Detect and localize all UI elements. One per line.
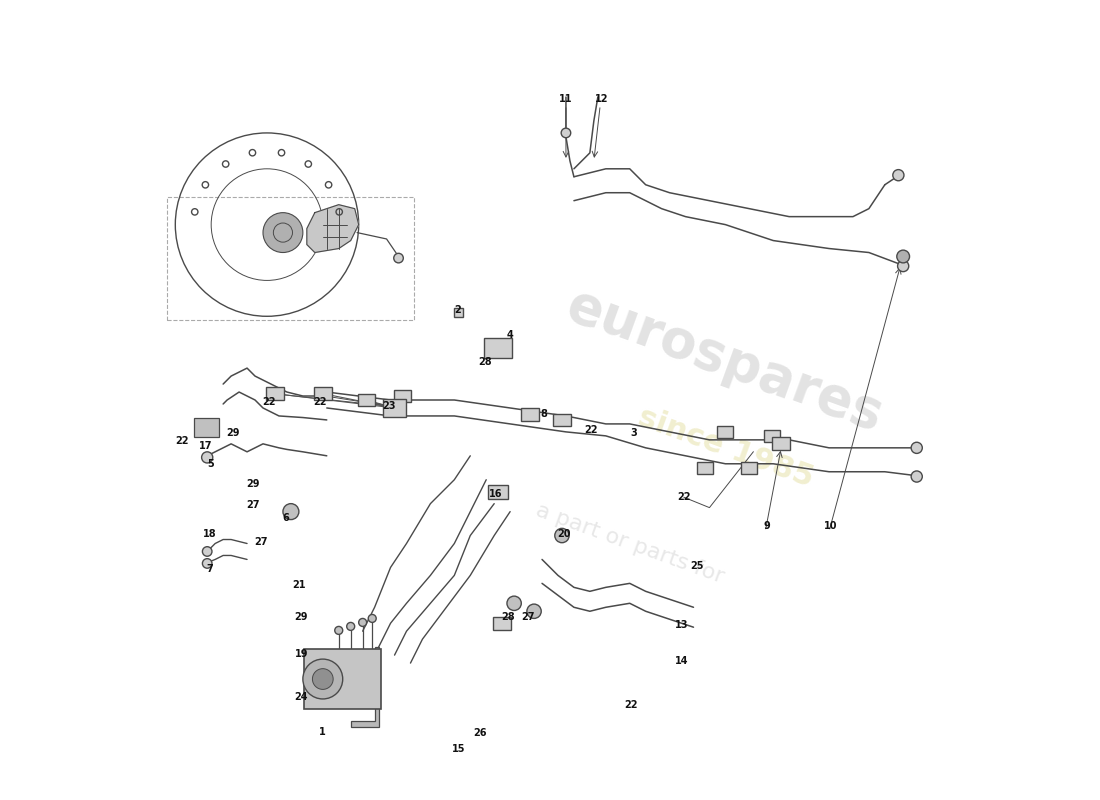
FancyBboxPatch shape: [697, 462, 714, 474]
Circle shape: [368, 614, 376, 622]
Text: 28: 28: [477, 357, 492, 366]
Text: 6: 6: [282, 513, 288, 523]
Text: 26: 26: [473, 728, 486, 738]
FancyBboxPatch shape: [488, 485, 508, 499]
Circle shape: [334, 626, 343, 634]
Text: 19: 19: [295, 649, 308, 658]
FancyBboxPatch shape: [521, 408, 539, 421]
Text: 10: 10: [824, 521, 837, 531]
Text: 11: 11: [559, 94, 573, 104]
Circle shape: [554, 528, 569, 542]
Circle shape: [312, 669, 333, 690]
Circle shape: [283, 504, 299, 519]
Text: since 1985: since 1985: [634, 402, 817, 493]
Text: 15: 15: [452, 744, 465, 754]
Text: 27: 27: [246, 500, 261, 510]
Text: 25: 25: [691, 561, 704, 571]
Text: 21: 21: [293, 580, 306, 590]
Text: 23: 23: [382, 402, 396, 411]
FancyBboxPatch shape: [717, 426, 734, 438]
FancyBboxPatch shape: [266, 387, 284, 400]
Circle shape: [893, 170, 904, 181]
Text: 4: 4: [507, 330, 514, 340]
Circle shape: [898, 261, 909, 272]
Text: 8: 8: [540, 410, 547, 419]
Text: 18: 18: [202, 529, 217, 539]
Circle shape: [202, 546, 212, 556]
Circle shape: [263, 213, 302, 253]
Text: a part or parts for: a part or parts for: [532, 500, 727, 587]
Bar: [167, 197, 415, 320]
Text: 24: 24: [295, 691, 308, 702]
FancyBboxPatch shape: [194, 418, 219, 438]
Text: 29: 29: [226, 429, 240, 438]
Circle shape: [507, 596, 521, 610]
FancyBboxPatch shape: [314, 387, 331, 400]
Text: 20: 20: [558, 529, 571, 539]
Text: 1: 1: [319, 727, 327, 738]
Text: 2: 2: [454, 305, 461, 315]
FancyBboxPatch shape: [305, 649, 381, 710]
Text: 17: 17: [199, 442, 212, 451]
Circle shape: [394, 254, 404, 263]
FancyBboxPatch shape: [453, 307, 463, 317]
Circle shape: [911, 471, 922, 482]
Text: 22: 22: [263, 397, 276, 406]
Text: 29: 29: [246, 478, 261, 489]
FancyBboxPatch shape: [484, 338, 513, 358]
Circle shape: [346, 622, 354, 630]
FancyBboxPatch shape: [384, 399, 406, 417]
Text: 14: 14: [674, 657, 689, 666]
Circle shape: [561, 128, 571, 138]
Text: 9: 9: [763, 521, 770, 531]
FancyBboxPatch shape: [741, 462, 757, 474]
Text: 5: 5: [207, 458, 213, 469]
Text: 16: 16: [490, 489, 503, 499]
Text: 22: 22: [175, 437, 188, 446]
Circle shape: [302, 659, 343, 699]
Circle shape: [201, 452, 212, 463]
Text: 22: 22: [678, 492, 691, 502]
Circle shape: [896, 250, 910, 263]
Text: 7: 7: [206, 564, 213, 574]
Text: 22: 22: [625, 699, 638, 710]
FancyBboxPatch shape: [358, 394, 375, 406]
Circle shape: [911, 442, 922, 454]
Polygon shape: [307, 205, 359, 253]
Text: eurospares: eurospares: [560, 278, 891, 442]
Text: 3: 3: [630, 429, 637, 438]
Circle shape: [359, 618, 366, 626]
FancyBboxPatch shape: [763, 430, 780, 442]
Polygon shape: [351, 647, 378, 727]
FancyBboxPatch shape: [394, 390, 411, 402]
Text: 13: 13: [674, 620, 689, 630]
Text: 27: 27: [521, 612, 535, 622]
Text: 22: 22: [585, 426, 598, 435]
Text: 29: 29: [295, 612, 308, 622]
FancyBboxPatch shape: [553, 414, 571, 426]
Circle shape: [202, 558, 212, 568]
FancyBboxPatch shape: [494, 617, 510, 630]
Text: 12: 12: [595, 94, 608, 104]
Circle shape: [527, 604, 541, 618]
Text: 27: 27: [255, 537, 268, 547]
Text: 22: 22: [314, 397, 327, 406]
Text: 28: 28: [502, 612, 516, 622]
FancyBboxPatch shape: [772, 438, 790, 450]
